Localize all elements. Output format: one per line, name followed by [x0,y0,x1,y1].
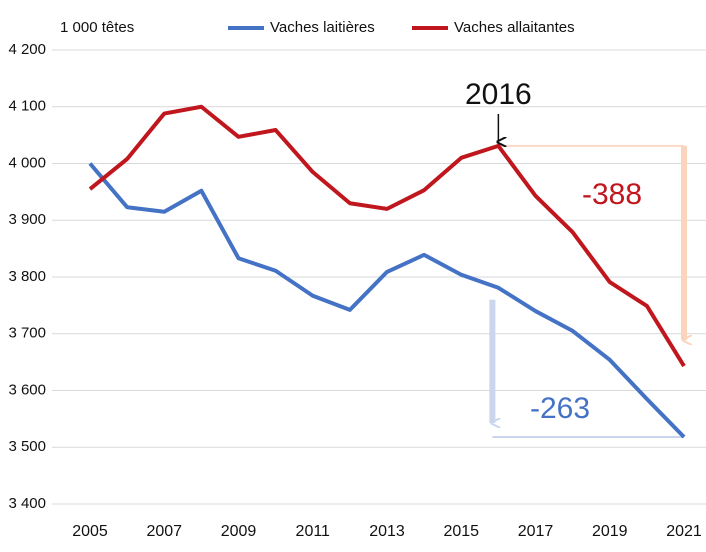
x-tick-label: 2015 [443,523,479,540]
legend-label: Vaches laitières [270,19,375,36]
y-tick-label: 3 500 [8,438,46,455]
y-tick-label: 3 400 [8,495,46,512]
y-tick-label: 4 000 [8,154,46,171]
y-tick-label: 3 800 [8,268,46,285]
x-tick-label: 2009 [221,523,257,540]
x-tick-label: 2011 [296,523,331,540]
legend-label: Vaches allaitantes [454,19,575,36]
annotation: 2016 [465,78,532,111]
annotation: -263 [530,392,590,425]
x-tick-label: 2019 [592,523,628,540]
x-tick-label: 2013 [369,523,405,540]
x-tick-label: 2005 [72,523,108,540]
y-tick-label: 3 600 [8,381,46,398]
x-tick-label: 2017 [518,523,554,540]
y-tick-label: 3 900 [8,211,46,228]
y-tick-label: 4 100 [8,98,46,115]
y-tick-label: 4 200 [8,41,46,58]
series-line [88,104,686,368]
series-line [88,162,686,439]
x-tick-label: 2021 [666,523,702,540]
x-tick-label: 2007 [146,523,182,540]
unit-label: 1 000 têtes [60,19,134,36]
y-tick-label: 3 700 [8,325,46,342]
annotation: -388 [582,178,642,211]
